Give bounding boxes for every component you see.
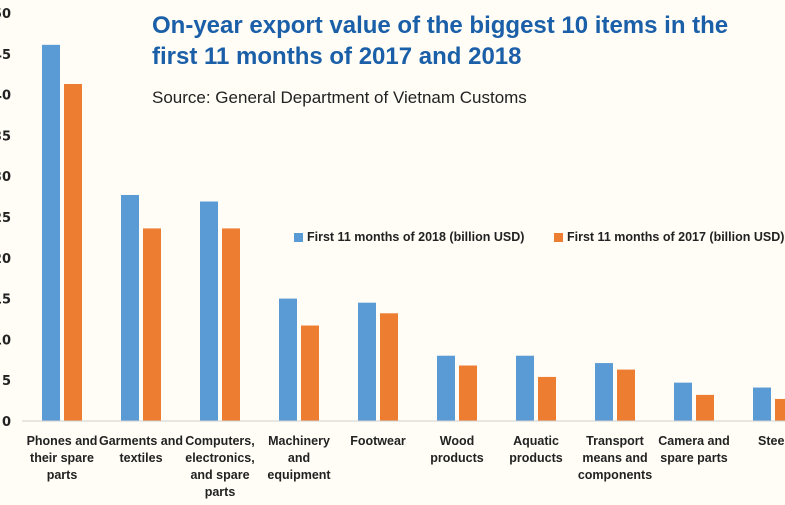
bar-2017 [380,313,398,421]
x-tick-label: Camera and spare parts [658,434,730,465]
chart-title: On-year export value of the biggest 10 i… [152,12,729,70]
bar-2017 [301,325,319,421]
legend-swatch-2017 [554,232,563,242]
legend-item-2018: First 11 months of 2018 (billion USD) [294,230,524,244]
bar-2017 [696,394,714,421]
y-tick-label: 15 [0,293,11,308]
x-tick-label: Garments and textiles [98,434,184,465]
y-tick-label: 35 [0,129,11,144]
chart-subtitle: Source: General Department of Vietnam Cu… [152,88,527,107]
bar-2018 [358,302,376,421]
bars [42,44,785,421]
y-tick-label: 30 [0,170,11,185]
y-tick-label: 5 [2,374,11,389]
legend-item-2017: First 11 months of 2017 (billion USD) [554,230,784,244]
y-tick-label: 25 [0,211,11,226]
bar-2018 [437,355,455,421]
x-tick-label: Computers, electronics, and spare parts [185,434,255,499]
bar-2018 [674,382,692,421]
bar-2018 [200,201,218,421]
bar-2017 [538,376,556,421]
bar-2017 [64,83,82,421]
x-tick-label: Transport means and components [577,434,653,482]
x-tick-label: Machinery and equipment [267,434,331,482]
bar-2017 [222,228,240,421]
bar-2017 [775,398,785,421]
y-tick-label: 50 [0,7,11,22]
x-tick-label: Wood products [430,434,484,465]
legend-label-2018: First 11 months of 2018 (billion USD) [307,230,525,244]
bar-2018 [753,387,771,421]
y-tick-label: 10 [0,333,11,348]
legend-swatch-2018 [294,232,303,242]
x-tick-label: Phones and their spare parts [26,434,98,482]
x-tick-label: Steel [758,434,785,448]
y-tick-label: 45 [0,48,11,63]
y-axis: 0 5 10 15 20 25 30 35 40 45 50 [0,7,11,430]
bar-2017 [459,365,477,421]
bar-2018 [42,44,60,421]
bar-2018 [516,355,534,421]
bar-2018 [595,363,613,421]
x-tick-label: Footwear [350,434,406,448]
x-tick-label: Aquatic products [509,434,563,465]
bar-2018 [121,194,139,421]
bar-2018 [279,298,297,421]
y-tick-label: 40 [0,89,11,104]
y-tick-label: 0 [2,415,11,430]
legend-label-2017: First 11 months of 2017 (billion USD) [567,230,785,244]
bar-2017 [617,369,635,421]
bar-2017 [143,228,161,421]
y-tick-label: 20 [0,252,11,267]
